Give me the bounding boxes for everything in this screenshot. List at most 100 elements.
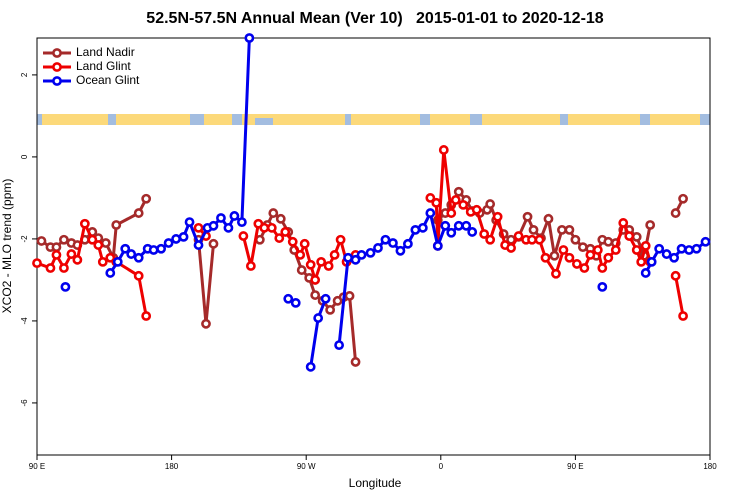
data-point [485,234,496,245]
legend-marker [52,62,62,72]
plot-frame [36,37,711,456]
data-point [450,195,461,205]
data-point [223,222,234,233]
data-point [618,218,629,228]
data-point [557,224,567,235]
data-point [133,270,144,281]
x-tick-label: 90 W [297,462,316,471]
data-point [380,234,391,245]
data-point [244,33,255,43]
y-tick-label: 2 [20,72,29,77]
data-point [446,227,457,238]
data-point [395,245,406,256]
data-point [275,213,286,224]
data-point [425,193,436,203]
data-point [45,263,56,273]
data-point [549,250,560,261]
data-point [66,249,77,259]
data-point [216,213,226,223]
y-tick-label: -4 [20,317,29,325]
data-point [344,291,355,301]
data-point [513,231,524,241]
data-point [585,250,596,260]
data-point [453,220,464,231]
data-point [148,245,159,255]
data-point [201,318,211,329]
data-point [597,281,608,292]
y-tick-label: -2 [20,235,29,243]
data-point [51,250,62,260]
legend-label: Land Glint [76,59,131,73]
data-point [461,220,472,231]
data-point [178,231,189,242]
data-point [59,263,69,273]
data-point [156,243,167,254]
x-axis-label: Longitude [349,476,402,490]
data-point [700,236,711,247]
data-point [631,231,642,242]
data-point [325,304,336,315]
data-point [184,217,195,228]
x-tick-label: 180 [703,462,717,471]
series-line [109,37,707,368]
data-point [678,311,688,321]
data-point [100,238,111,248]
data-point [640,268,651,278]
data-point [208,220,219,231]
x-tick-label: 90 E [567,462,583,471]
data-point [305,259,316,270]
data-point [229,211,240,221]
data-point [112,256,123,267]
data-point [373,243,383,253]
data-point [691,243,702,254]
data-point [669,252,680,263]
data-point [684,245,694,255]
series-line [37,149,685,317]
data-point [551,268,561,279]
data-point [316,256,327,267]
data-point [522,211,533,222]
legend-marker [52,48,62,58]
data-point [471,204,482,215]
data-point [564,224,575,235]
y-tick-label: -6 [20,399,29,407]
data-point [579,263,590,273]
data-point [305,361,316,372]
data-point [290,297,301,308]
data-point [402,238,413,249]
y-axis-label: XCO2 - MLO trend (ppm) [0,179,14,314]
data-point [266,222,277,233]
data-point [661,249,672,259]
data-point [676,243,687,254]
data-point [570,234,581,245]
data-point [126,249,137,259]
data-point [467,227,478,237]
data-point [410,224,421,235]
data-point [356,250,367,260]
data-point [654,243,665,254]
data-point [506,243,516,253]
data-point [274,233,285,243]
data-point [431,197,442,208]
data-point [283,293,294,304]
data-point [163,238,174,248]
data-point [528,224,539,235]
y-tick-label: 0 [20,154,29,159]
data-point [238,231,249,241]
data-point [485,199,496,209]
data-point [60,281,71,292]
data-point [51,242,62,253]
data-point [236,217,247,228]
data-point [193,240,204,250]
data-point [492,211,503,222]
data-point [36,236,47,246]
data-point [343,252,353,263]
data-point [193,222,204,233]
data-point [646,256,657,267]
data-point [72,254,83,265]
data-point [97,256,108,267]
data-point [268,208,279,218]
data-point [479,229,490,239]
data-point [323,261,334,271]
